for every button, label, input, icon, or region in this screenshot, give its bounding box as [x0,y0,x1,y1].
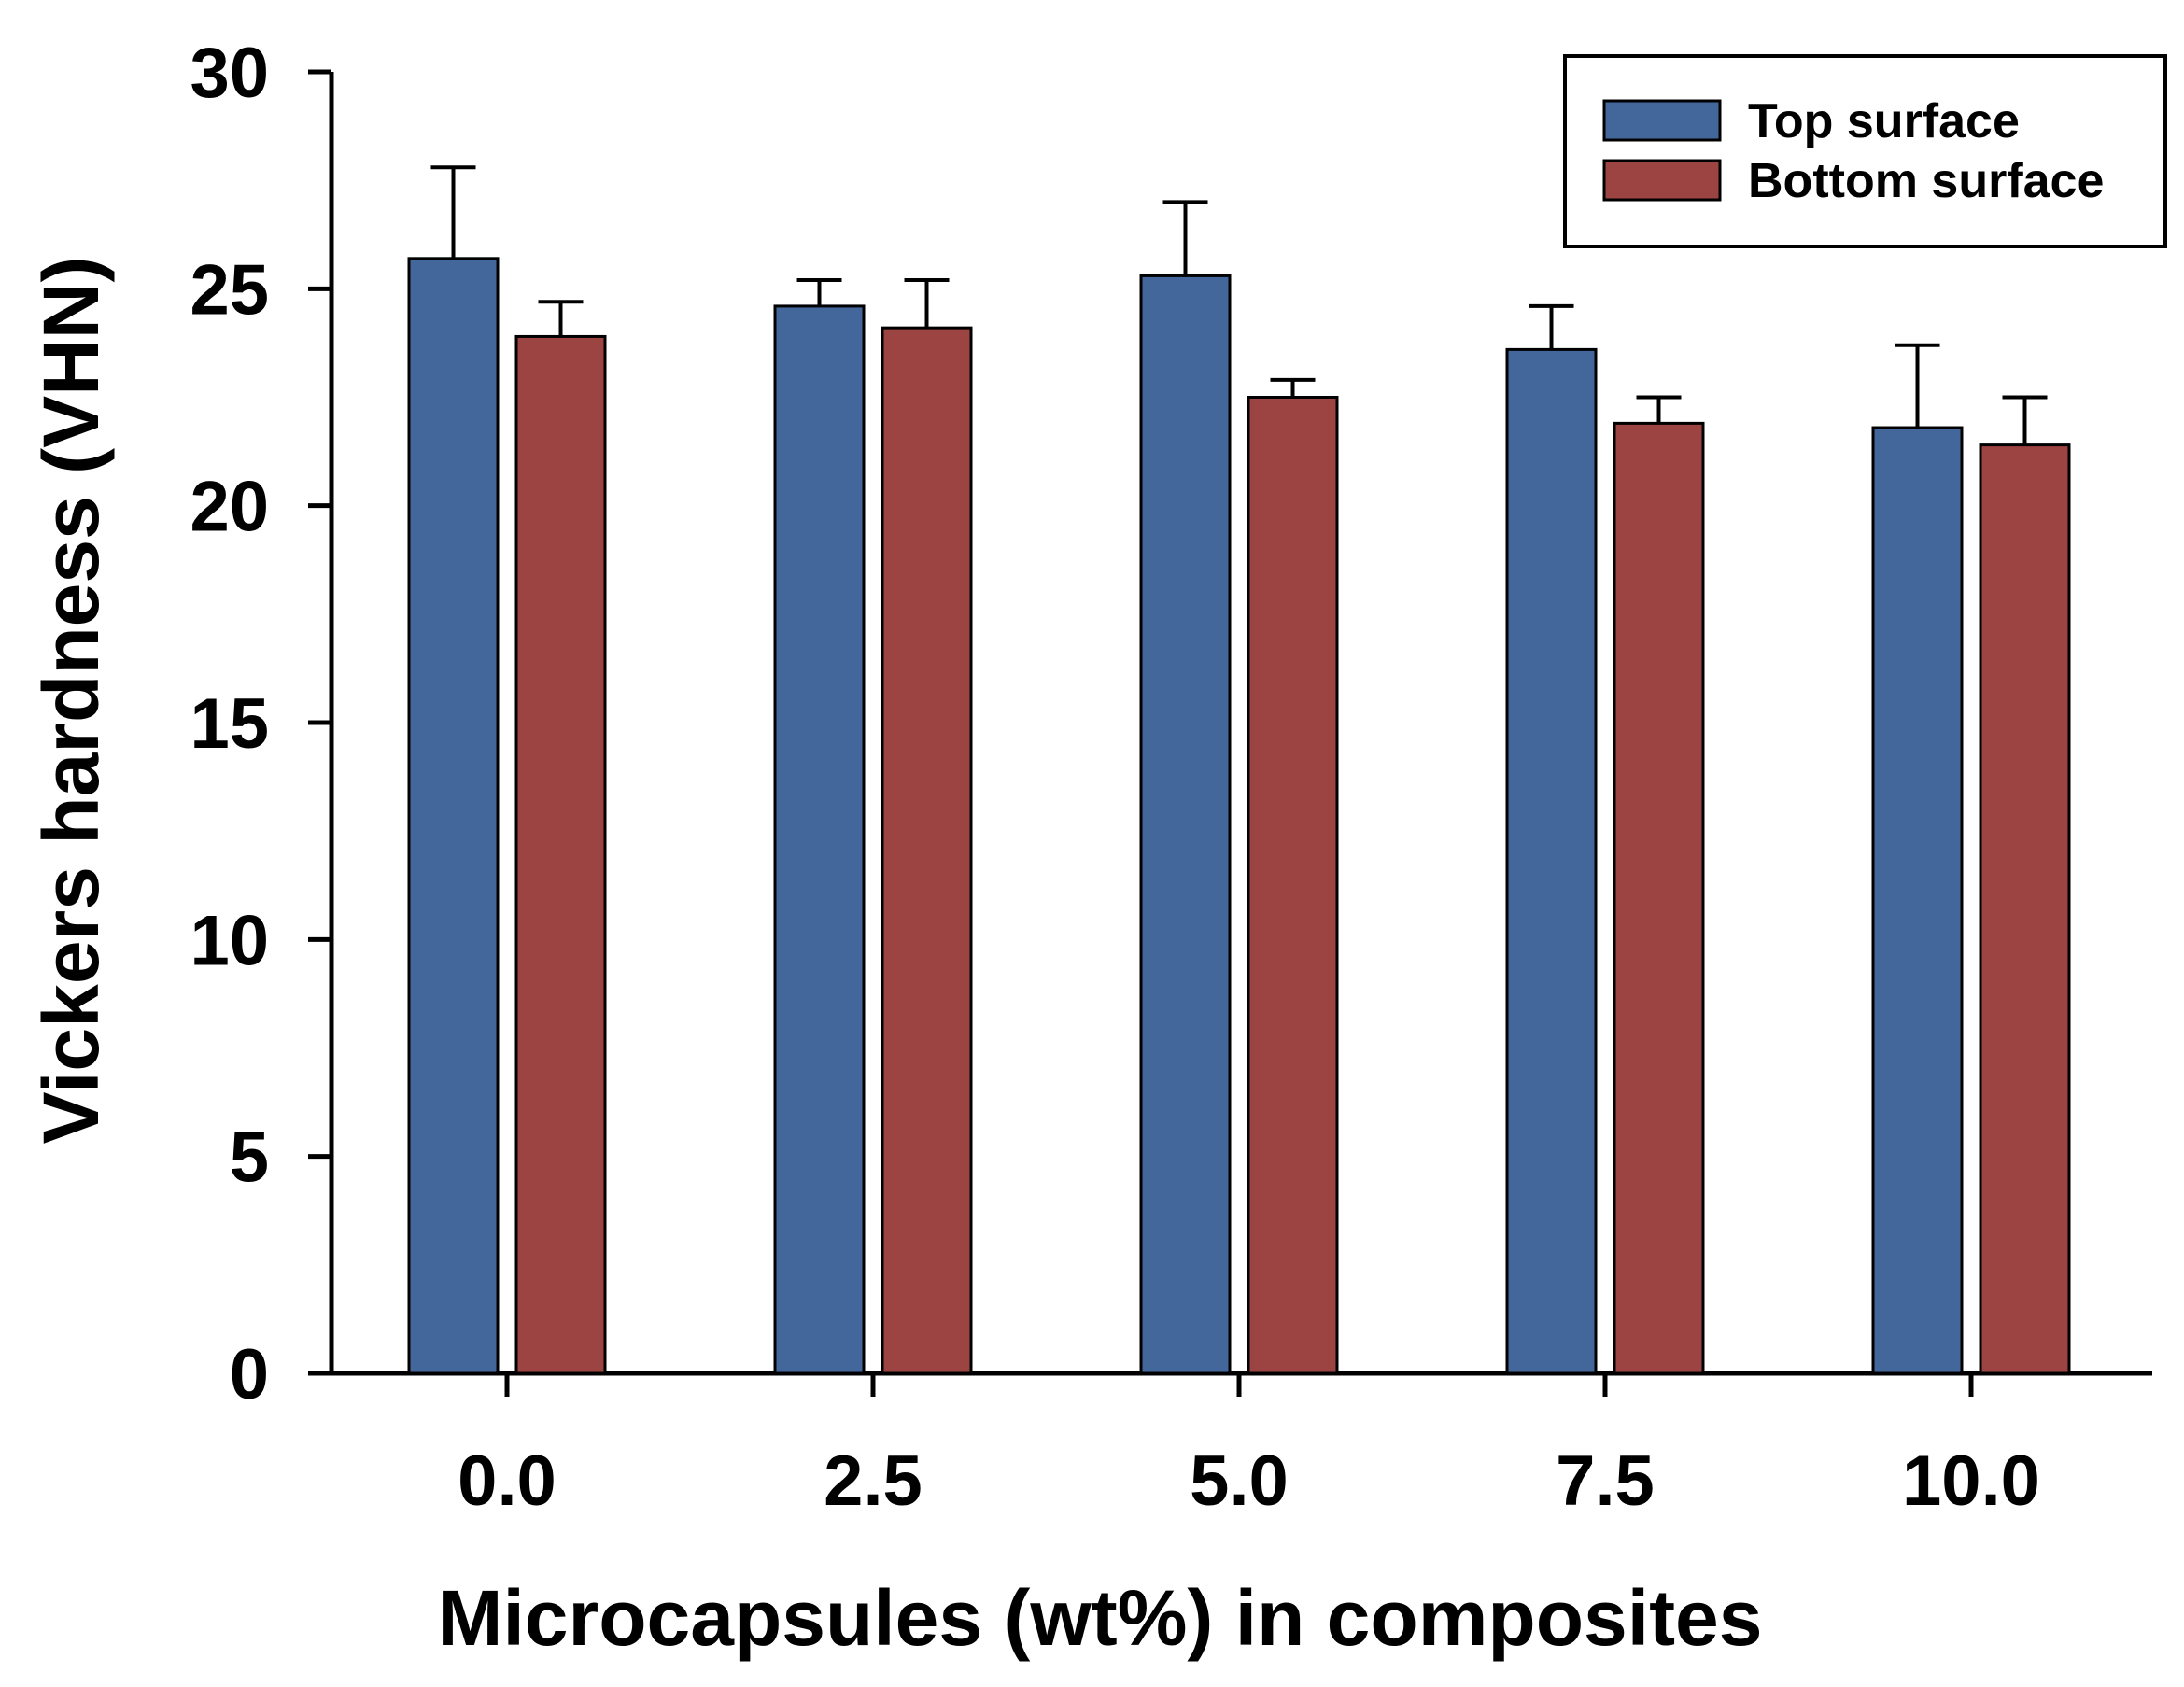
x-axis-ticks: 0.0 2.5 5.0 7.5 10.0 [458,1373,2040,1521]
bar-bottom-surface [1979,443,2071,1375]
bar-top-surface [1505,347,1598,1375]
legend: Top surface Bottom surface [1563,54,2167,248]
y-tick-label: 5 [230,1118,269,1198]
x-axis-title: Microcapsules (wt%) in composites [438,1574,1763,1662]
legend-swatch-bottom-surface [1602,159,1722,202]
bar-top-surface [407,257,500,1375]
x-tick-label: 0.0 [458,1441,557,1521]
bars [407,257,2071,1375]
x-tick-label: 7.5 [1556,1441,1655,1521]
error-bars [430,165,2048,445]
bar-top-surface [773,304,866,1375]
legend-swatch-top-surface [1602,99,1722,142]
y-tick-label: 15 [190,684,269,764]
x-tick-label: 10.0 [1902,1441,2040,1521]
y-tick-label: 10 [190,901,269,980]
x-tick-label: 5.0 [1190,1441,1289,1521]
y-tick-label: 30 [190,34,269,113]
legend-box [1563,54,2167,248]
bar-bottom-surface [1613,421,1705,1375]
x-tick-label: 2.5 [824,1441,923,1521]
legend-label-top-surface: Top surface [1748,94,2020,148]
legend-label-bottom-surface: Bottom surface [1748,154,2104,208]
y-axis-title: Vickers hardness (VHN) [27,257,115,1145]
bar-bottom-surface [1247,396,1339,1375]
bar-top-surface [1139,274,1232,1375]
bar-bottom-surface [881,326,973,1375]
y-tick-label: 0 [230,1335,269,1414]
y-tick-label: 20 [190,468,269,547]
y-axis-ticks: 0 5 10 15 20 25 30 [190,34,331,1414]
y-tick-label: 25 [190,250,269,330]
bar-top-surface [1871,426,1964,1375]
bar-bottom-surface [514,334,607,1375]
